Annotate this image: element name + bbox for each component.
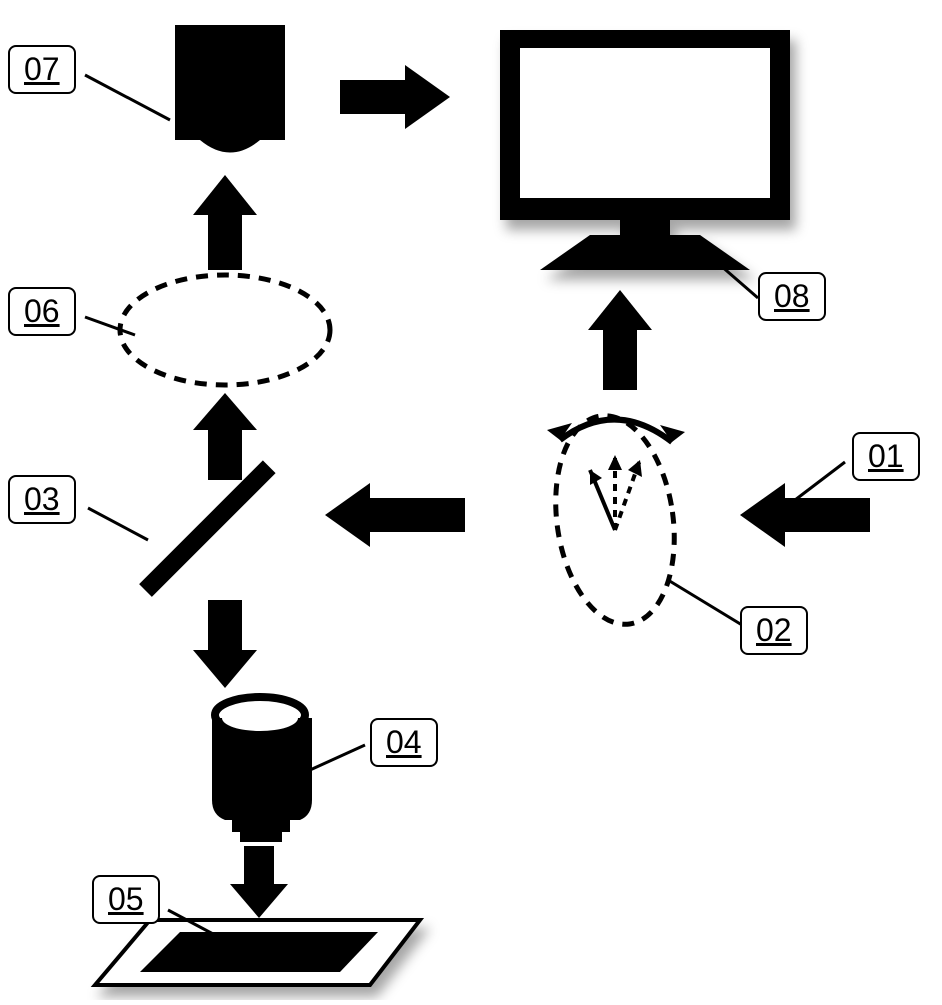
label-07: 07 — [8, 45, 76, 94]
computer-monitor — [500, 30, 790, 270]
arrow-lens-to-camera — [193, 175, 257, 270]
arrow-splitter-to-lens — [193, 393, 257, 480]
diagram-svg — [0, 0, 942, 1000]
beamsplitter-mirror — [139, 460, 275, 596]
polarizer-ellipse — [543, 408, 687, 632]
arrow-objective-to-sample — [230, 846, 288, 918]
arrow-polarizer-to-splitter — [325, 483, 465, 547]
label-04: 04 — [370, 718, 438, 767]
tube-lens-ellipse — [120, 275, 330, 385]
label-01: 01 — [852, 432, 920, 481]
arrow-splitter-to-objective — [193, 600, 257, 688]
diagram-canvas: 07 06 03 04 05 01 02 08 — [0, 0, 942, 1000]
sample-stage — [95, 920, 420, 985]
camera-detector — [175, 25, 285, 153]
objective-lens — [212, 697, 312, 842]
arrow-camera-to-computer — [340, 65, 450, 129]
label-03: 03 — [8, 475, 76, 524]
label-02: 02 — [740, 606, 808, 655]
label-08: 08 — [758, 272, 826, 321]
arrow-polarizer-to-computer — [588, 290, 652, 390]
label-06: 06 — [8, 287, 76, 336]
label-05: 05 — [92, 875, 160, 924]
